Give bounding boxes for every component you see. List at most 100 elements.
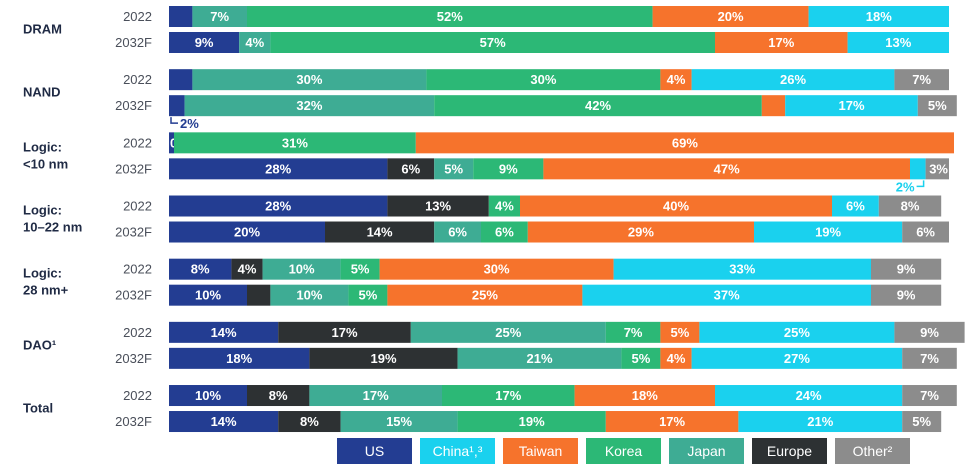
bar-segment xyxy=(379,258,614,280)
data-label: 5% xyxy=(351,262,370,277)
data-label: 18% xyxy=(226,351,252,366)
data-label: 7% xyxy=(920,388,939,403)
bar-segment xyxy=(325,221,435,243)
bar-segment xyxy=(871,258,942,280)
bar-segment xyxy=(169,284,247,306)
bar-segment xyxy=(527,221,754,243)
year-label: 2032F xyxy=(115,98,152,113)
data-label: 10% xyxy=(296,288,322,303)
legend-item-us: US xyxy=(337,438,412,464)
data-label: 9% xyxy=(897,262,916,277)
data-label: 4% xyxy=(667,351,686,366)
bar-segment xyxy=(660,347,692,369)
data-label: 30% xyxy=(484,262,510,277)
bar-segment xyxy=(660,321,700,343)
data-label: 7% xyxy=(912,72,931,87)
bar-segment xyxy=(894,321,965,343)
category-label: 10–22 nm xyxy=(23,220,82,235)
data-label: 17% xyxy=(838,98,864,113)
bar-segment xyxy=(925,158,949,180)
bar-segment xyxy=(247,385,310,407)
data-label: 17% xyxy=(363,388,389,403)
data-label: 30% xyxy=(530,72,556,87)
category-label: DAO¹ xyxy=(23,337,56,352)
bar-segment xyxy=(808,6,949,27)
data-label: 40% xyxy=(663,199,689,214)
bar-segment xyxy=(738,411,903,433)
data-label: 21% xyxy=(526,351,552,366)
bar-segment xyxy=(387,284,583,306)
bar-segment xyxy=(652,6,809,27)
data-label: 6% xyxy=(916,225,935,240)
legend-item-china: China¹,³ xyxy=(420,438,495,464)
data-label: 17% xyxy=(495,388,521,403)
bar-segment xyxy=(262,258,341,280)
data-label: 6% xyxy=(448,225,467,240)
legend-item-korea: Korea xyxy=(586,438,661,464)
bar-segment xyxy=(247,284,271,306)
data-label: 6% xyxy=(495,225,514,240)
bar-segment xyxy=(473,158,544,180)
bar-segment xyxy=(699,321,895,343)
data-label: 9% xyxy=(195,35,214,50)
bar-segment xyxy=(169,411,279,433)
bar-segment xyxy=(278,411,341,433)
data-label: 19% xyxy=(370,351,396,366)
data-label: 28% xyxy=(265,199,291,214)
bar-segment xyxy=(169,221,325,243)
bar-segment xyxy=(691,69,895,91)
data-label: 5% xyxy=(671,325,690,340)
bar-segment xyxy=(270,284,349,306)
data-label: 5% xyxy=(928,98,947,113)
bar-segment xyxy=(691,347,903,369)
legend-item-japan: Japan xyxy=(669,438,744,464)
category-label: DRAM xyxy=(23,22,62,37)
category-label: Logic: xyxy=(23,266,62,281)
data-label: 57% xyxy=(480,35,506,50)
bar-segment xyxy=(169,6,193,27)
bar-segment xyxy=(434,158,474,180)
bar-segment xyxy=(754,221,903,243)
bar-segment xyxy=(239,32,271,53)
data-label: 9% xyxy=(499,161,518,176)
category-label: 28 nm+ xyxy=(23,283,69,298)
bar-segment xyxy=(660,69,692,91)
data-label: 17% xyxy=(331,325,357,340)
category-label: <10 nm xyxy=(23,156,68,171)
bar-segment xyxy=(169,158,388,180)
bar-segment xyxy=(871,284,942,306)
year-label: 2032F xyxy=(115,161,152,176)
legend-item-europe: Europe xyxy=(752,438,827,464)
data-label: 33% xyxy=(729,262,755,277)
data-label: 2% xyxy=(180,116,199,131)
bar-segment xyxy=(902,347,957,369)
data-label: 4% xyxy=(238,262,257,277)
bar-segment xyxy=(270,32,715,53)
bar-segment xyxy=(847,32,949,53)
year-label: 2022 xyxy=(123,199,152,214)
bar-segment xyxy=(309,385,442,407)
data-label: 8% xyxy=(269,388,288,403)
bar-segment xyxy=(410,321,606,343)
bar-segment xyxy=(426,69,661,91)
data-label: 14% xyxy=(211,414,237,429)
year-label: 2032F xyxy=(115,414,152,429)
year-label: 2022 xyxy=(123,72,152,87)
data-label: 4% xyxy=(245,35,264,50)
data-label: 29% xyxy=(628,225,654,240)
data-label: 5% xyxy=(912,414,931,429)
year-label: 2022 xyxy=(123,325,152,340)
data-label: 5% xyxy=(359,288,378,303)
bar-segment xyxy=(387,195,489,217)
bar-segment xyxy=(169,69,193,91)
data-label: 24% xyxy=(796,388,822,403)
bar-segment xyxy=(415,132,954,154)
data-label: 14% xyxy=(211,325,237,340)
bar-segment xyxy=(761,95,786,117)
category-label: Total xyxy=(23,401,53,416)
callout-line xyxy=(916,180,925,188)
data-label: 25% xyxy=(495,325,521,340)
bar-segment xyxy=(605,411,739,433)
bar-segment xyxy=(785,95,918,117)
year-label: 2032F xyxy=(115,351,152,366)
